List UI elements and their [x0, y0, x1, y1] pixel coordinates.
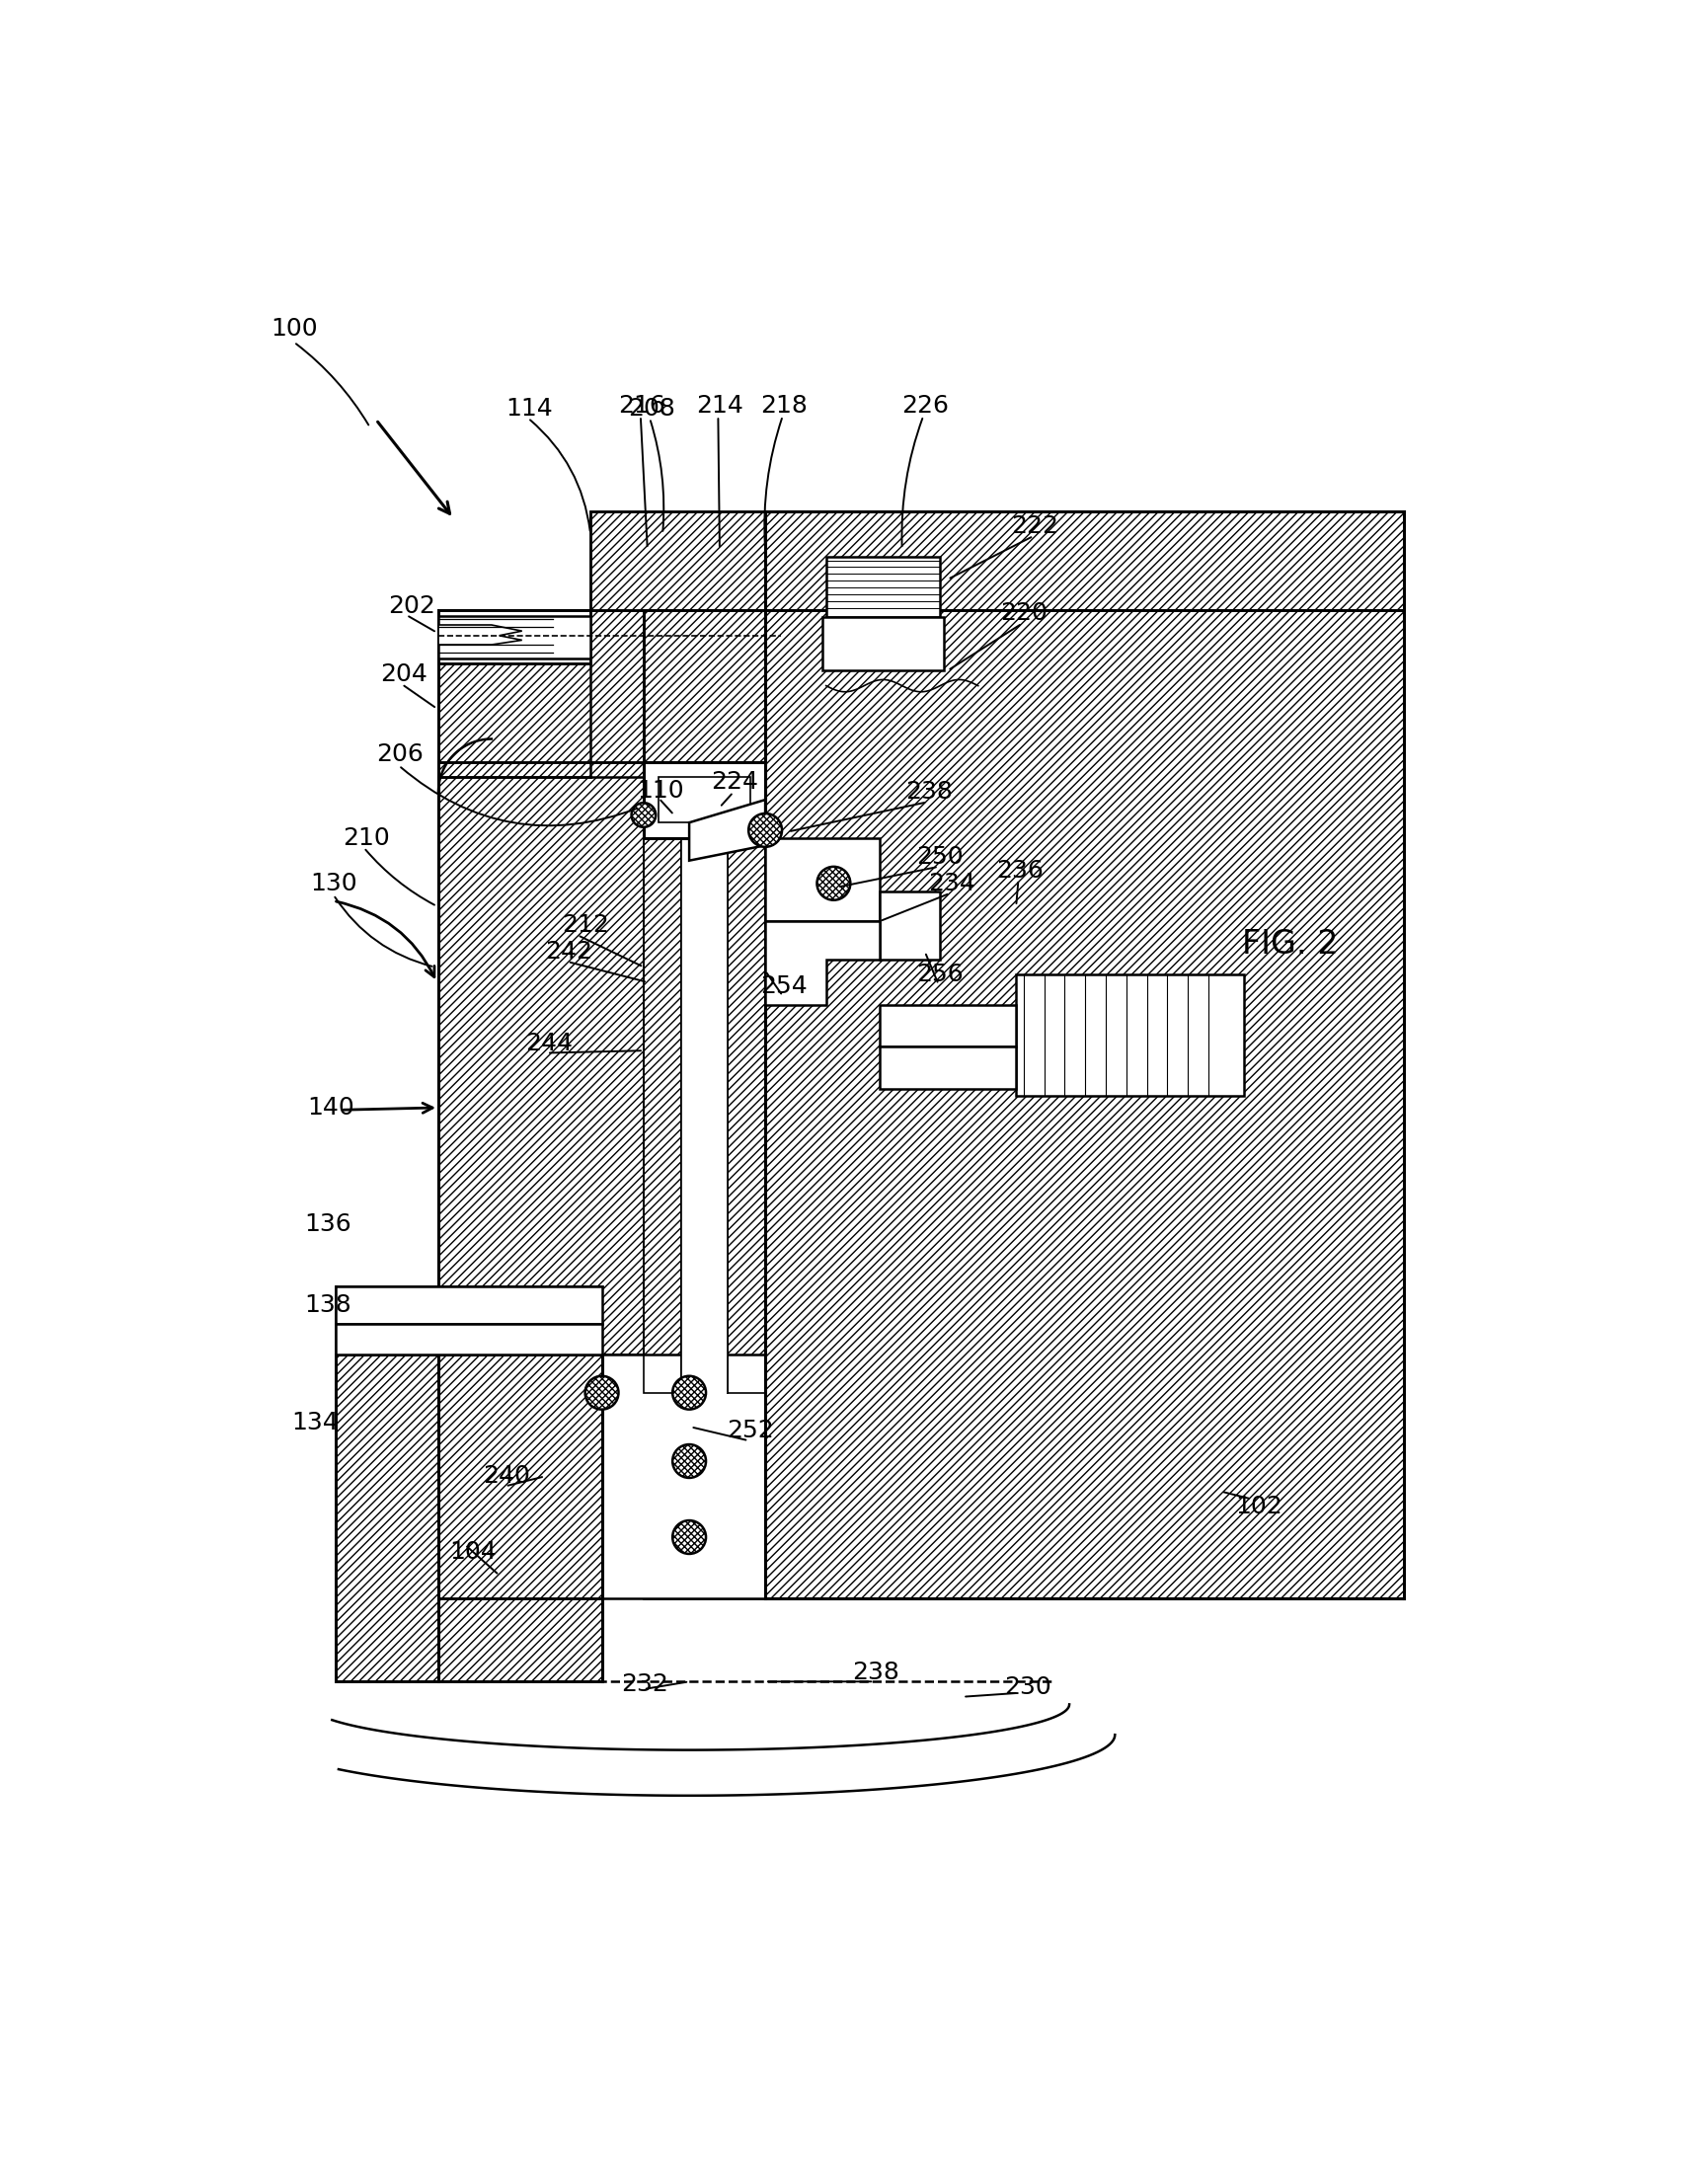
Text: 238: 238: [851, 1660, 898, 1684]
Polygon shape: [688, 800, 765, 860]
Text: 136: 136: [304, 1211, 352, 1235]
Text: 232: 232: [622, 1673, 668, 1697]
Text: 238: 238: [905, 780, 951, 804]
Bar: [681, 839, 728, 1393]
Text: 210: 210: [342, 826, 389, 849]
Text: 204: 204: [381, 663, 427, 687]
Text: 114: 114: [506, 397, 553, 420]
Text: 140: 140: [307, 1097, 354, 1120]
Bar: [822, 618, 943, 670]
Text: 212: 212: [562, 912, 608, 936]
Text: 134: 134: [292, 1411, 338, 1435]
Bar: [644, 763, 765, 839]
Text: 130: 130: [309, 871, 357, 895]
Bar: [601, 1354, 765, 1597]
Text: 100: 100: [270, 316, 318, 340]
Text: 256: 256: [915, 962, 963, 986]
Text: 102: 102: [1235, 1495, 1283, 1519]
Polygon shape: [335, 1354, 601, 1682]
Text: 218: 218: [760, 394, 808, 418]
Circle shape: [748, 813, 782, 847]
Text: FIG. 2: FIG. 2: [1242, 927, 1337, 960]
Polygon shape: [589, 511, 765, 609]
Polygon shape: [765, 609, 1402, 1597]
Text: 244: 244: [524, 1031, 572, 1055]
Text: 206: 206: [376, 743, 424, 765]
Bar: [335, 1287, 601, 1324]
Text: 220: 220: [999, 602, 1047, 626]
Bar: [644, 839, 681, 1393]
Polygon shape: [439, 624, 521, 646]
Bar: [439, 615, 589, 659]
Bar: [1016, 975, 1243, 1097]
Text: 234: 234: [927, 871, 975, 895]
Text: 224: 224: [711, 771, 758, 793]
Text: 202: 202: [388, 594, 436, 618]
Circle shape: [584, 1376, 618, 1409]
Circle shape: [816, 867, 851, 899]
Text: 230: 230: [1003, 1675, 1050, 1699]
Text: 110: 110: [637, 778, 683, 802]
Bar: [644, 839, 681, 1393]
Text: 252: 252: [726, 1419, 774, 1443]
Polygon shape: [439, 763, 765, 1597]
Text: 222: 222: [1011, 514, 1059, 537]
Polygon shape: [765, 921, 880, 1005]
Text: 216: 216: [618, 394, 666, 418]
Bar: [880, 1047, 1016, 1088]
Circle shape: [673, 1376, 705, 1409]
Bar: [728, 839, 765, 1393]
Bar: [335, 1324, 601, 1354]
Bar: [880, 891, 939, 960]
Bar: [644, 763, 765, 1597]
Text: 138: 138: [304, 1294, 352, 1318]
Text: 236: 236: [996, 858, 1044, 882]
Bar: [765, 839, 880, 921]
Bar: [825, 557, 939, 618]
Bar: [880, 1005, 1016, 1047]
Polygon shape: [439, 609, 589, 663]
Bar: [659, 778, 750, 823]
Circle shape: [673, 1521, 705, 1554]
Polygon shape: [644, 609, 765, 763]
Text: 250: 250: [915, 845, 963, 869]
Bar: [728, 839, 765, 1393]
Circle shape: [630, 802, 656, 828]
Circle shape: [673, 1445, 705, 1478]
Text: 104: 104: [449, 1541, 495, 1565]
Polygon shape: [439, 609, 644, 778]
Text: 214: 214: [695, 394, 743, 418]
Text: 254: 254: [760, 975, 808, 997]
Text: 240: 240: [483, 1465, 529, 1489]
Text: 208: 208: [627, 397, 675, 420]
Text: 226: 226: [900, 394, 948, 418]
Text: 242: 242: [545, 940, 593, 964]
Polygon shape: [765, 511, 1402, 609]
